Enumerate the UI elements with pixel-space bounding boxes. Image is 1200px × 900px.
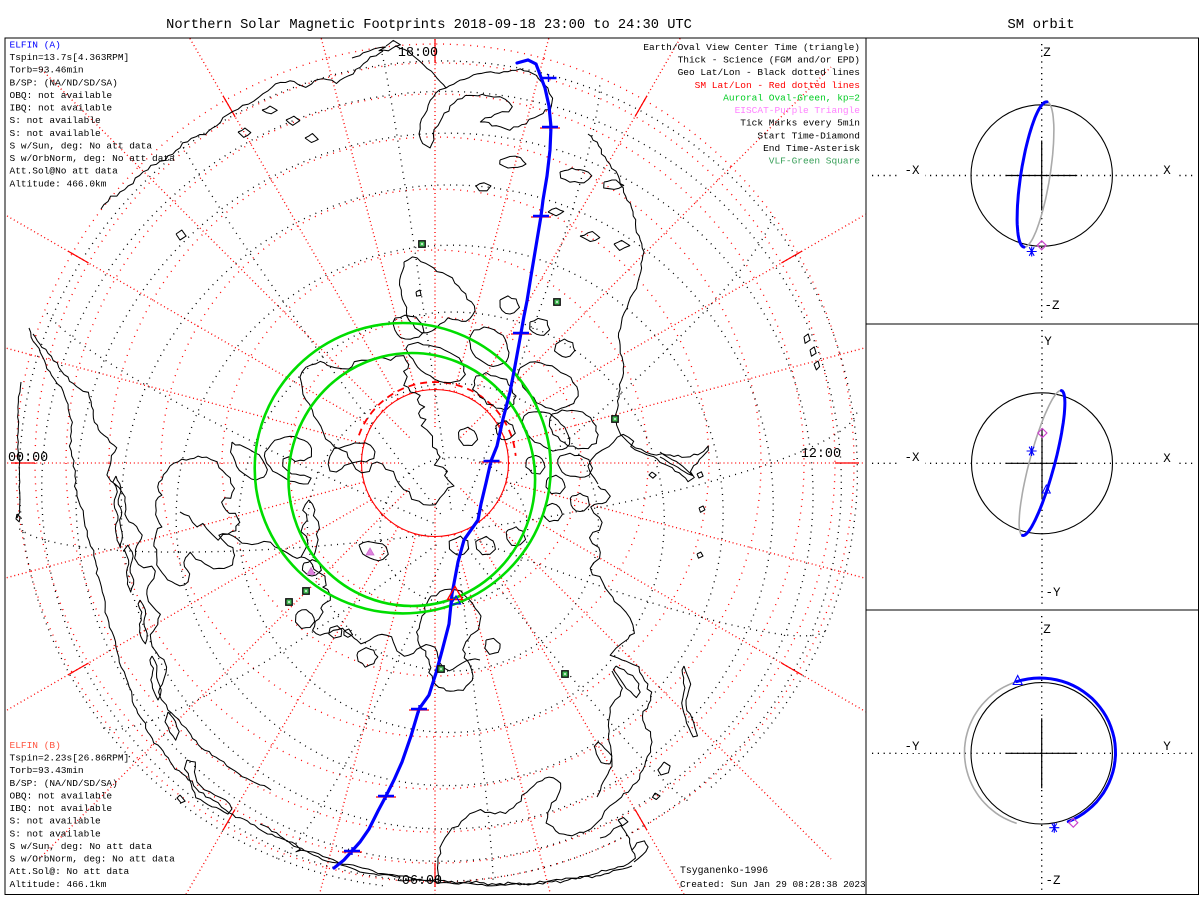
svg-text:-Y: -Y — [1045, 586, 1061, 600]
svg-text:06:00: 06:00 — [402, 874, 442, 889]
svg-text:OBQ: not available: OBQ: not available — [10, 791, 113, 802]
svg-text:S w/Sun, deg: No att data: S w/Sun, deg: No att data — [10, 841, 153, 852]
svg-text:-Z: -Z — [1044, 299, 1060, 313]
svg-text:Torb=93.43min: Torb=93.43min — [10, 765, 84, 776]
svg-text:Tsyganenko-1996: Tsyganenko-1996 — [680, 865, 768, 876]
svg-text:Tspin=2.23s[26.86RPM]: Tspin=2.23s[26.86RPM] — [10, 753, 130, 764]
svg-text:IBQ: not available: IBQ: not available — [10, 103, 113, 114]
svg-text:S w/Sun, deg: No att data: S w/Sun, deg: No att data — [10, 141, 153, 152]
svg-text:B/SP: (NA/ND/SD/SA): B/SP: (NA/ND/SD/SA) — [10, 778, 118, 789]
svg-text:Start Time-Diamond: Start Time-Diamond — [757, 130, 860, 141]
svg-text:ELFIN (A): ELFIN (A) — [10, 40, 61, 51]
svg-text:Tick Marks every 5min: Tick Marks every 5min — [740, 118, 860, 129]
svg-text:00:00: 00:00 — [8, 451, 48, 466]
svg-text:S: not available: S: not available — [10, 816, 102, 827]
svg-text:18:00: 18:00 — [398, 46, 438, 61]
svg-text:SM orbit: SM orbit — [1007, 17, 1074, 33]
svg-text:S: not available: S: not available — [10, 128, 102, 139]
svg-text:EISCAT-Purple Triangle: EISCAT-Purple Triangle — [735, 105, 861, 116]
svg-text:X: X — [1163, 452, 1171, 466]
svg-text:Geo Lat/Lon - Black dotted lin: Geo Lat/Lon - Black dotted lines — [678, 67, 860, 78]
svg-text:X: X — [1163, 164, 1171, 178]
svg-text:Auroral Oval-Green, kp=2: Auroral Oval-Green, kp=2 — [723, 93, 860, 104]
svg-text:Z: Z — [1043, 623, 1051, 637]
svg-text:Y: Y — [1044, 335, 1052, 349]
svg-text:Tspin=13.7s[4.363RPM]: Tspin=13.7s[4.363RPM] — [10, 52, 130, 63]
svg-text:Torb=93.46min: Torb=93.46min — [10, 65, 84, 76]
svg-text:-Z: -Z — [1045, 874, 1061, 888]
svg-text:VLF-Green Square: VLF-Green Square — [769, 156, 861, 167]
svg-text:End Time-Asterisk: End Time-Asterisk — [763, 143, 860, 154]
svg-text:12:00: 12:00 — [801, 447, 841, 462]
svg-text:Z: Z — [1043, 46, 1051, 60]
svg-text:Thick - Science (FGM and/or EP: Thick - Science (FGM and/or EPD) — [678, 55, 860, 66]
svg-text:B/SP: (NA/ND/SD/SA): B/SP: (NA/ND/SD/SA) — [10, 77, 118, 88]
svg-text:Northern Solar Magnetic Footpr: Northern Solar Magnetic Footprints 2018-… — [166, 18, 692, 33]
svg-text:S w/OrbNorm, deg: No att data: S w/OrbNorm, deg: No att data — [10, 854, 176, 865]
svg-text:-Y: -Y — [904, 740, 920, 754]
svg-text:Y: Y — [1163, 740, 1171, 754]
svg-text:S w/OrbNorm, deg: No att data: S w/OrbNorm, deg: No att data — [10, 153, 176, 164]
svg-text:Created: Sun Jan 29 08:28:38 2: Created: Sun Jan 29 08:28:38 2023 — [680, 879, 866, 890]
svg-text:Altitude: 466.0km: Altitude: 466.0km — [10, 178, 107, 189]
svg-text:-X: -X — [904, 164, 920, 178]
svg-text:S: not available: S: not available — [10, 115, 102, 126]
svg-text:IBQ: not available: IBQ: not available — [10, 803, 113, 814]
svg-text:SM Lat/Lon - Red dotted lines: SM Lat/Lon - Red dotted lines — [695, 80, 860, 91]
svg-text:ELFIN (B): ELFIN (B) — [10, 740, 61, 751]
svg-text:Att.Sol@No att data: Att.Sol@No att data — [10, 166, 119, 177]
svg-text:Altitude: 466.1km: Altitude: 466.1km — [10, 879, 107, 890]
svg-text:OBQ: not available: OBQ: not available — [10, 90, 113, 101]
svg-text:-X: -X — [904, 451, 920, 465]
svg-text:S: not available: S: not available — [10, 828, 102, 839]
svg-text:Att.Sol@: No att data: Att.Sol@: No att data — [10, 866, 130, 877]
svg-text:Earth/Oval View Center Time (t: Earth/Oval View Center Time (triangle) — [643, 42, 860, 53]
